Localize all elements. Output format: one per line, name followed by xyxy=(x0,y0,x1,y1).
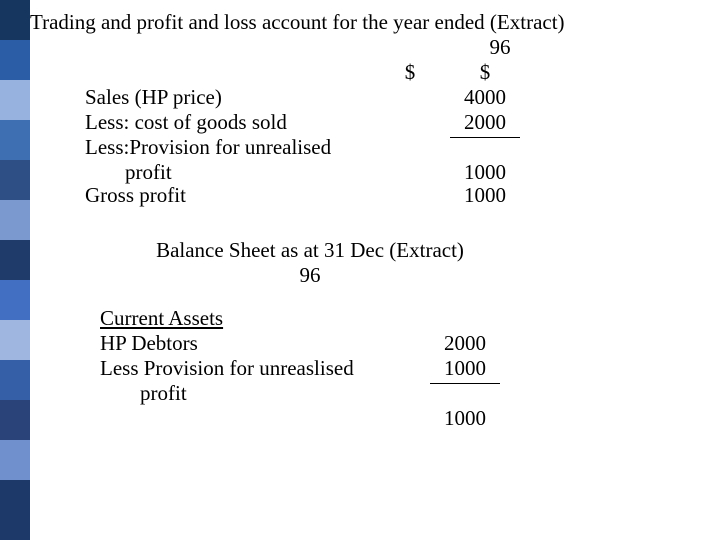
pl-col2-header: $ xyxy=(445,60,525,85)
bs-provision-label-line2: profit xyxy=(30,381,420,406)
document-body: Trading and profit and loss account for … xyxy=(30,10,710,431)
provision-label-line1: Less:Provision for unrealised xyxy=(30,135,375,160)
sidebar-block xyxy=(0,80,30,120)
sidebar-block xyxy=(0,320,30,360)
subtotal-rule xyxy=(450,137,520,138)
pl-col1-header: $ xyxy=(375,60,445,85)
sidebar-block xyxy=(0,200,30,240)
provision-value: 1000 xyxy=(445,160,525,185)
sidebar-block xyxy=(0,400,30,440)
cogs-value: 2000 xyxy=(445,110,525,135)
current-assets-heading: Current Assets xyxy=(30,306,420,331)
sidebar-block xyxy=(0,480,30,540)
decorative-sidebar xyxy=(0,0,30,540)
sidebar-block xyxy=(0,440,30,480)
pl-title: Trading and profit and loss account for … xyxy=(30,10,710,35)
sidebar-block xyxy=(0,120,30,160)
bs-title: Balance Sheet as at 31 Dec (Extract) xyxy=(30,238,710,263)
sidebar-block xyxy=(0,360,30,400)
sidebar-block xyxy=(0,160,30,200)
sidebar-block xyxy=(0,0,30,40)
hp-debtors-label: HP Debtors xyxy=(30,331,420,356)
cogs-label: Less: cost of goods sold xyxy=(30,110,375,135)
bs-subtotal-rule xyxy=(430,383,500,384)
gross-profit-value: 1000 xyxy=(445,183,525,208)
sidebar-block xyxy=(0,40,30,80)
pl-year: 96 xyxy=(290,35,710,60)
sales-label: Sales (HP price) xyxy=(30,85,375,110)
bs-provision-value: 1000 xyxy=(420,356,510,381)
sidebar-block xyxy=(0,240,30,280)
sidebar-block xyxy=(0,280,30,320)
bs-provision-label-line1: Less Provision for unreaslised xyxy=(30,356,420,381)
sales-value: 4000 xyxy=(445,85,525,110)
bs-year: 96 xyxy=(30,263,710,288)
gross-profit-label: Gross profit xyxy=(30,183,375,208)
hp-debtors-value: 2000 xyxy=(420,331,510,356)
bs-net-value: 1000 xyxy=(420,406,510,431)
provision-label-line2: profit xyxy=(30,160,375,185)
